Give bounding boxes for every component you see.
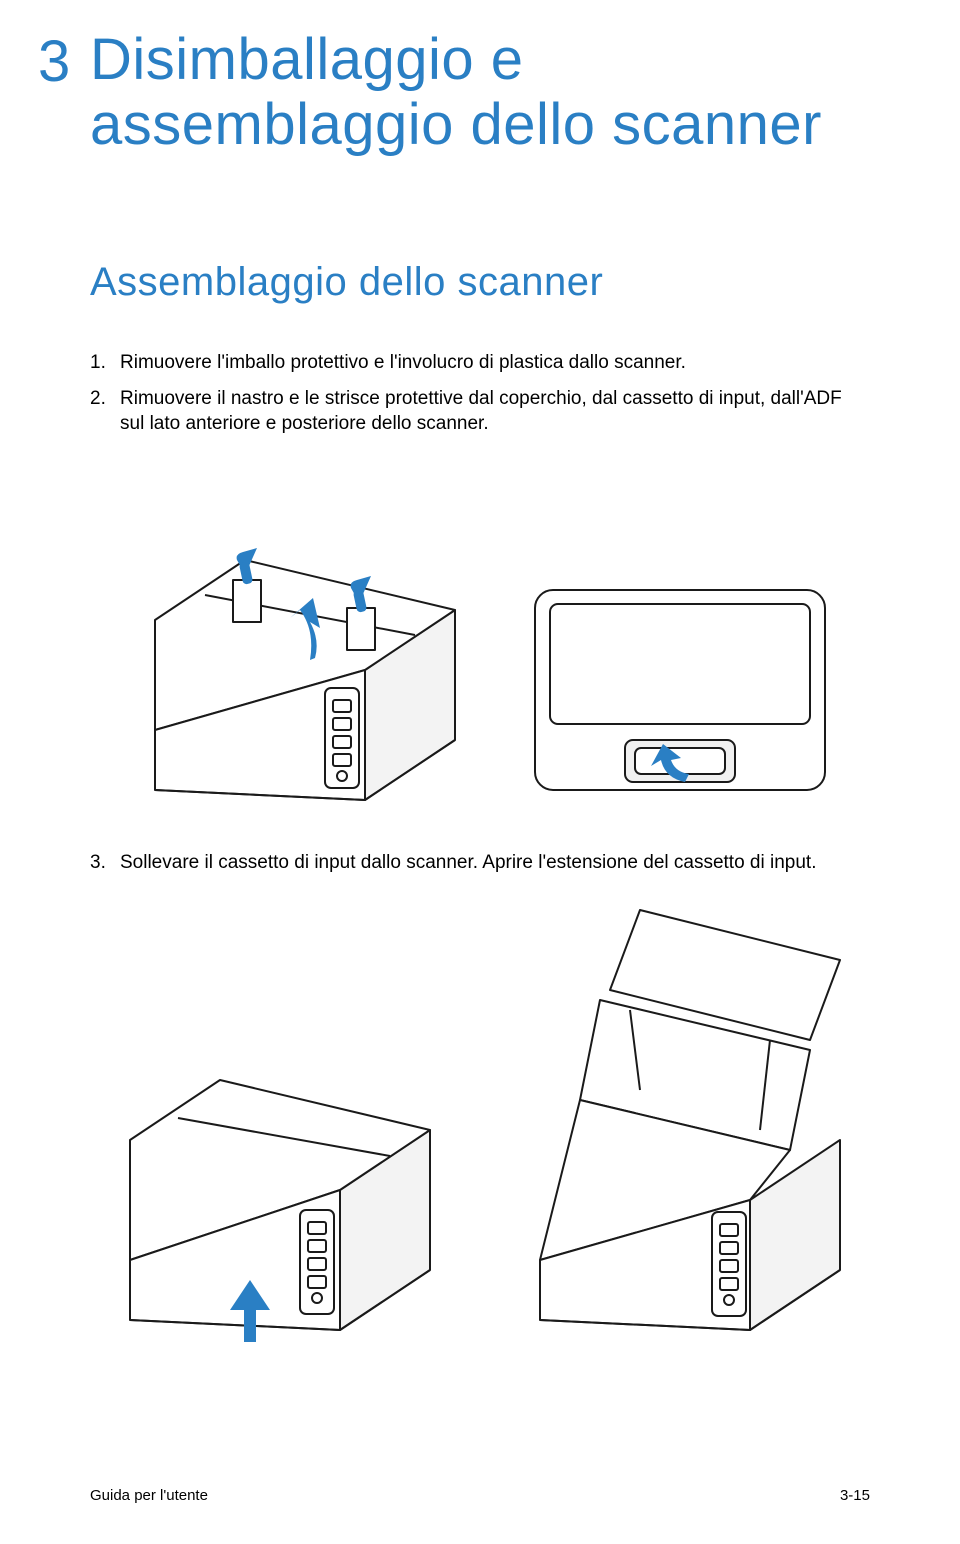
chapter-number: 3 bbox=[38, 28, 71, 95]
section-title: Assemblaggio dello scanner bbox=[90, 260, 603, 305]
page-footer: Guida per l'utente 3-15 bbox=[90, 1487, 870, 1504]
step-1: 1. Rimuovere l'imballo protettivo e l'in… bbox=[90, 350, 870, 376]
chapter-title: Disimballaggio e assemblaggio dello scan… bbox=[90, 28, 822, 158]
step-2: 2. Rimuovere il nastro e le strisce prot… bbox=[90, 386, 870, 437]
step-3-text: Sollevare il cassetto di input dallo sca… bbox=[120, 850, 816, 876]
scanner-front-tape-illustration bbox=[115, 510, 475, 820]
step-3-block: 3. Sollevare il cassetto di input dallo … bbox=[90, 850, 870, 876]
step-2-text: Rimuovere il nastro e le strisce protett… bbox=[120, 386, 870, 437]
step-3: 3. Sollevare il cassetto di input dallo … bbox=[90, 850, 870, 876]
scanner-lift-tray-illustration bbox=[90, 930, 450, 1350]
step-1-text: Rimuovere l'imballo protettivo e l'invol… bbox=[120, 350, 870, 376]
step-1-number: 1. bbox=[90, 350, 120, 376]
step-3-number: 3. bbox=[90, 850, 120, 876]
footer-left: Guida per l'utente bbox=[90, 1487, 208, 1504]
chapter-title-line2: assemblaggio dello scanner bbox=[90, 92, 822, 157]
chapter-title-line1: Disimballaggio e bbox=[90, 27, 524, 92]
scanner-rear-illustration bbox=[515, 560, 845, 820]
scanner-open-extension-illustration bbox=[490, 890, 870, 1350]
figure-row-1 bbox=[90, 490, 870, 820]
footer-right: 3-15 bbox=[840, 1487, 870, 1504]
step-2-number: 2. bbox=[90, 386, 120, 437]
figure-row-2 bbox=[90, 900, 870, 1350]
page: 3 Disimballaggio e assemblaggio dello sc… bbox=[0, 0, 960, 1544]
step-list: 1. Rimuovere l'imballo protettivo e l'in… bbox=[90, 350, 870, 447]
